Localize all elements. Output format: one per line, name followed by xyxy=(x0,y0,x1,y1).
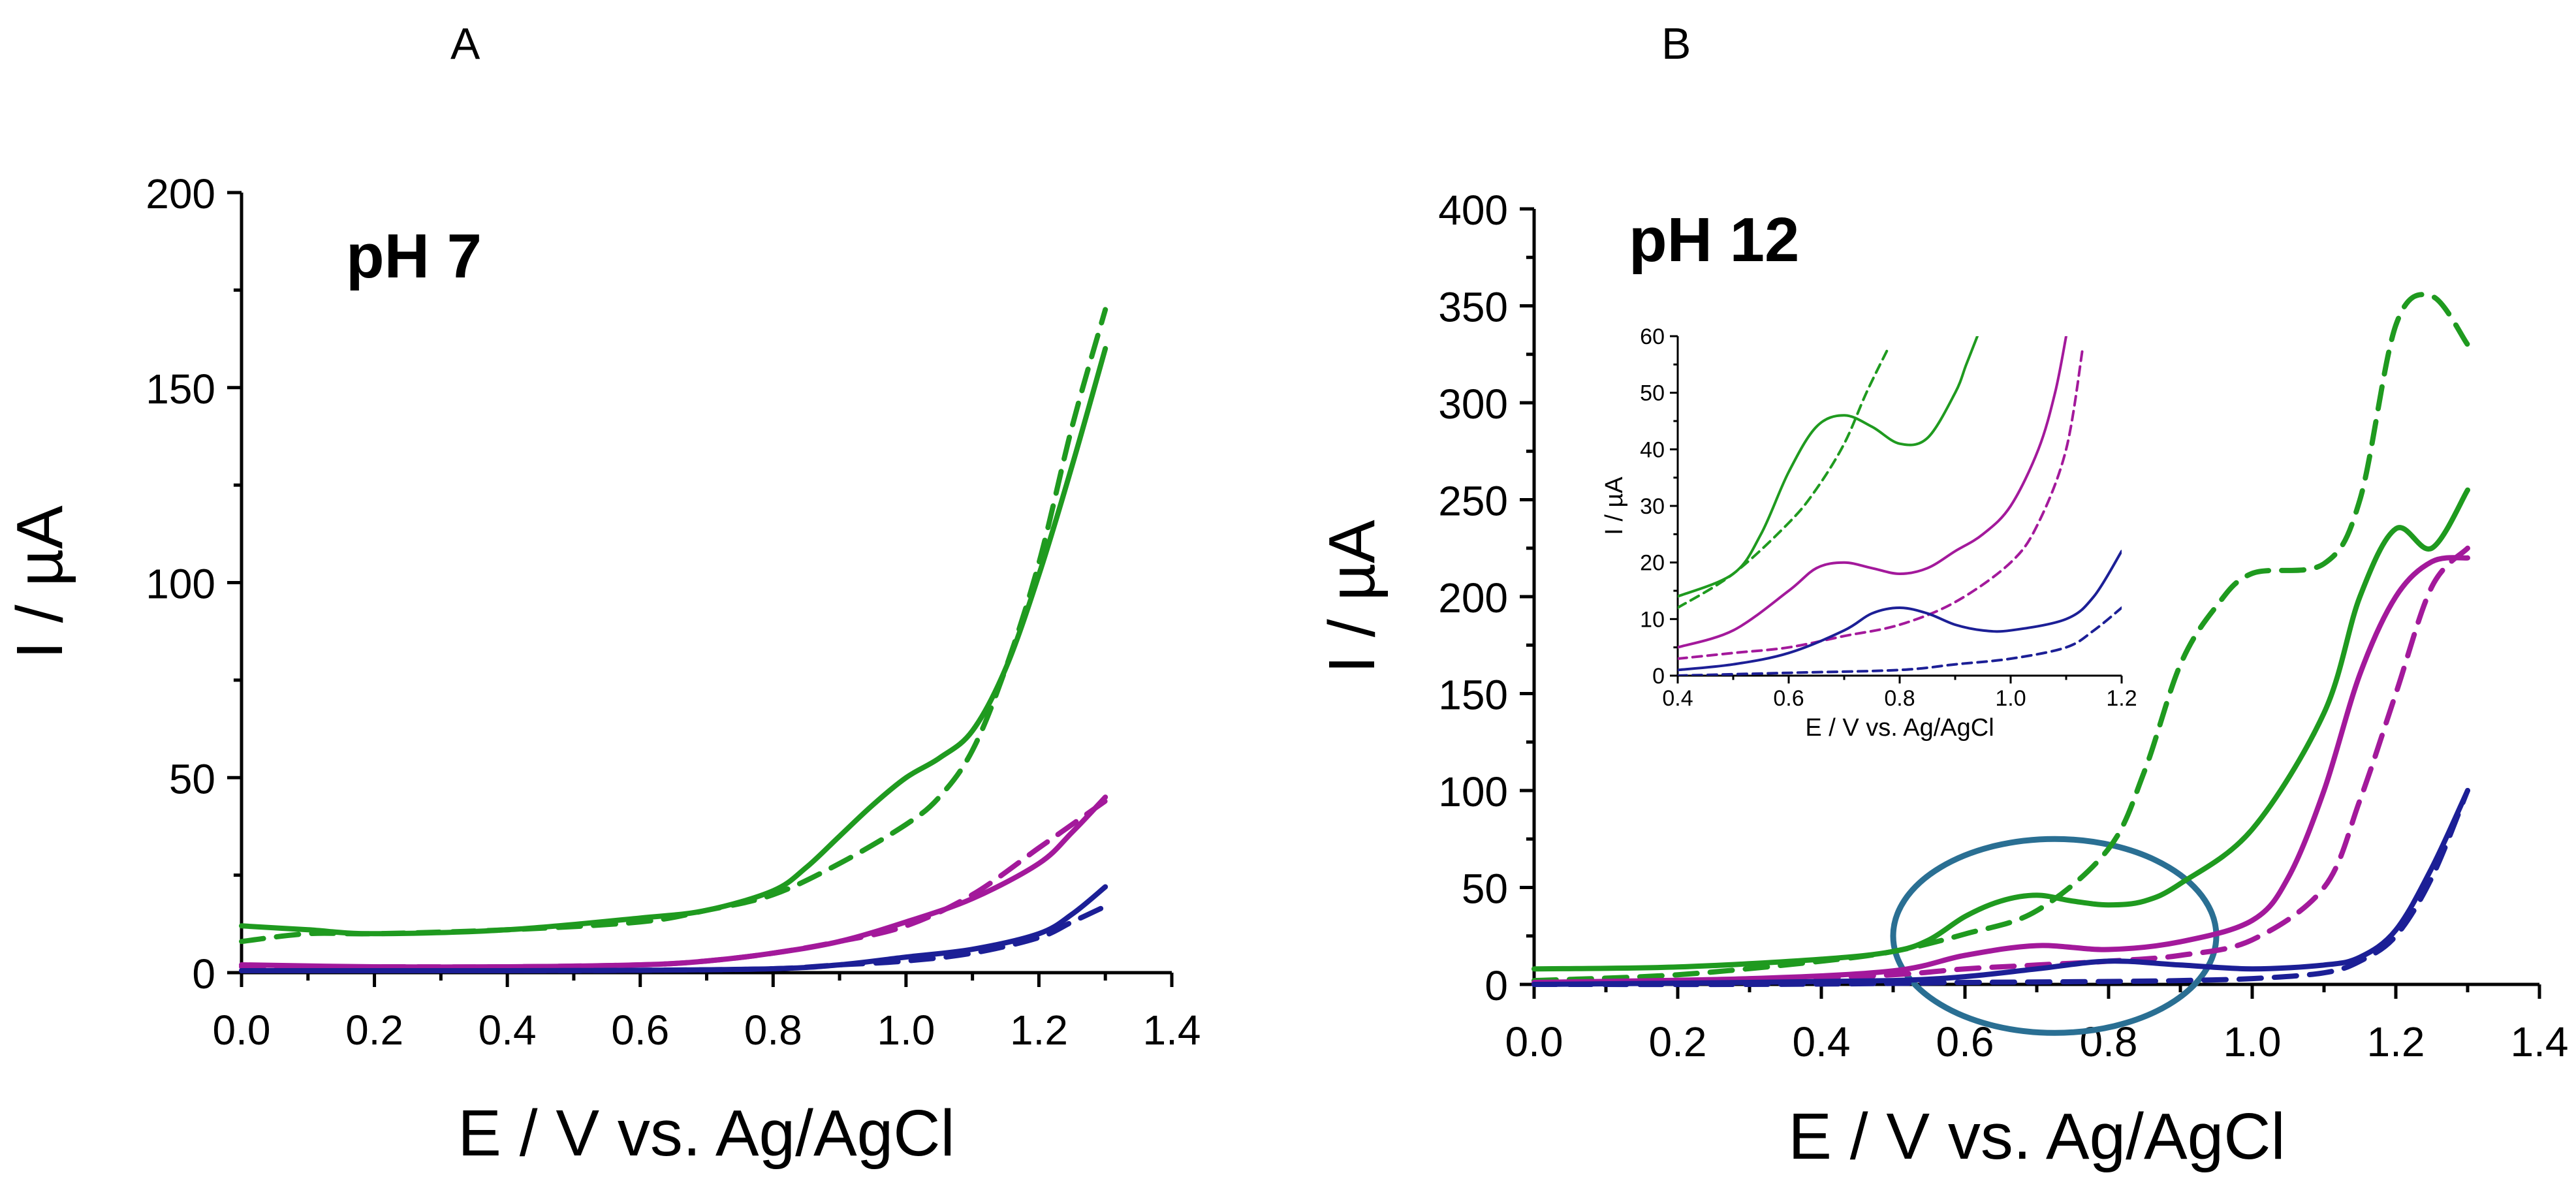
inset-series-green-solid xyxy=(1678,336,1979,598)
x-tick-label: 0.6 xyxy=(611,1007,669,1054)
panel-letter-a: A xyxy=(450,19,480,69)
y-tick-label: 150 xyxy=(1438,672,1508,719)
inset-y-tick-label: 10 xyxy=(1640,607,1665,632)
y-tick-label: 200 xyxy=(1438,574,1508,621)
highlight-ellipse xyxy=(1890,836,2220,1036)
y-tick-label: 350 xyxy=(1438,284,1508,331)
series-magenta-dashed xyxy=(239,798,1108,970)
x-tick-label: 1.4 xyxy=(1143,1007,1201,1054)
inset-y-tick-label: 40 xyxy=(1640,437,1665,462)
ph-annotation: pH 7 xyxy=(346,221,482,291)
series-magenta-dashed xyxy=(1531,545,2470,987)
x-tick-label: 0.4 xyxy=(479,1007,537,1054)
series-green-dashed xyxy=(239,307,1108,945)
y-axis-title: I / µA xyxy=(1315,520,1389,674)
x-tick-label: 1.2 xyxy=(1010,1007,1068,1054)
chart-ph12: 0.0 0.2 0.4 0.6 0.8 1.0 1.2 1.40501001502002503… xyxy=(1315,187,2568,1173)
x-tick-label: 1.4 xyxy=(2511,1018,2569,1065)
inset-y-tick-label: 50 xyxy=(1640,381,1665,406)
y-tick-label: 0 xyxy=(1484,962,1508,1009)
y-tick-label: 150 xyxy=(146,366,215,413)
x-tick-label: 0.2 xyxy=(1649,1018,1707,1065)
series-green-dashed xyxy=(1531,292,2470,984)
x-tick-label: 0.0 xyxy=(1505,1018,1563,1065)
inset-series-blue-dashed xyxy=(1678,606,2122,676)
y-tick-label: 100 xyxy=(1438,768,1508,815)
inset-x-tick-label: 0.4 xyxy=(1662,686,1693,711)
inset-y-tick-label: 60 xyxy=(1640,324,1665,349)
y-axis-title: I / µA xyxy=(3,505,76,659)
inset-series-green-dashed xyxy=(1678,346,1890,609)
series-blue-solid xyxy=(1531,788,2470,987)
x-tick-label: 1.2 xyxy=(2367,1018,2425,1065)
inset-x-tick-label: 0.6 xyxy=(1773,686,1804,711)
series-magenta-solid xyxy=(239,794,1108,970)
series-blue-dashed xyxy=(1531,788,2470,988)
inset-x-tick-label: 1.0 xyxy=(1995,686,2026,711)
x-tick-label: 1.0 xyxy=(2223,1018,2282,1065)
inset-series-magenta-dashed xyxy=(1678,346,2084,660)
y-tick-label: 250 xyxy=(1438,478,1508,525)
y-tick-label: 200 xyxy=(146,170,215,217)
chart-ph7: 0.0 0.2 0.4 0.6 0.8 1.0 1.2 1.4 0 50 100 150 200 pH 7… xyxy=(3,170,1201,1170)
y-tick-label: 50 xyxy=(1462,866,1508,913)
y-tick-label: 0 xyxy=(192,950,215,997)
y-tick-label: 300 xyxy=(1438,381,1508,428)
series-green-solid xyxy=(239,346,1108,937)
inset-y-tick-label: 0 xyxy=(1652,664,1665,689)
inset-x-axis-title: E / V vs. Ag/AgCl xyxy=(1805,714,1994,742)
y-tick-label: 50 xyxy=(169,755,215,802)
inset-series-magenta-solid xyxy=(1678,336,2067,649)
x-tick-label: 0.4 xyxy=(1793,1018,1851,1065)
series-blue-dashed xyxy=(239,903,1108,974)
y-tick-label: 400 xyxy=(1438,187,1508,234)
inset-y-tick-label: 30 xyxy=(1640,494,1665,519)
x-tick-label: 0.0 xyxy=(213,1007,271,1054)
inset-lines xyxy=(1678,336,2122,676)
y-tick-label: 100 xyxy=(146,561,215,608)
inset-chart: 0.4 0.6 0.8 1.0 1.2 0 10 20 30 40 50 60 I / µA E / V … xyxy=(1601,324,2137,742)
x-tick-label: 0.2 xyxy=(345,1007,403,1054)
x-tick-label: 1.0 xyxy=(877,1007,935,1054)
panel-letter-b: B xyxy=(1661,19,1691,69)
x-axis-title: E / V vs. Ag/AgCl xyxy=(458,1097,954,1170)
x-axis-title: E / V vs. Ag/AgCl xyxy=(1788,1100,2285,1173)
inset-x-tick-label: 0.8 xyxy=(1884,686,1915,711)
inset-y-axis-title: I / µA xyxy=(1601,477,1628,535)
inset-x-tick-label: 1.2 xyxy=(2106,686,2137,711)
x-tick-label: 0.8 xyxy=(744,1007,802,1054)
inset-y-tick-label: 20 xyxy=(1640,551,1665,576)
ph-annotation: pH 12 xyxy=(1629,205,1799,275)
inset-series-blue-solid xyxy=(1678,550,2122,672)
